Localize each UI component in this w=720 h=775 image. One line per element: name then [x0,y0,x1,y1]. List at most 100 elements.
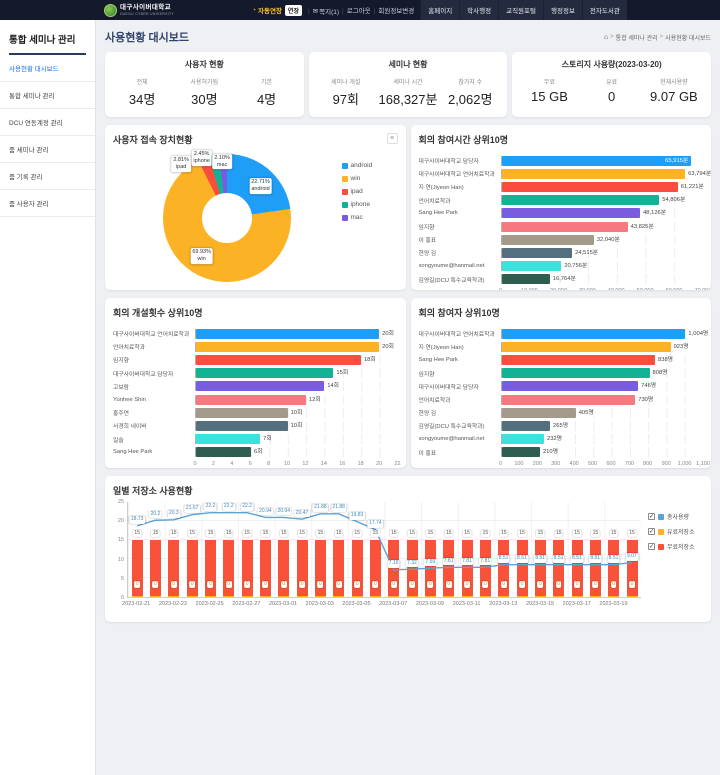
day-column: 15 0 [568,502,586,597]
university-logo[interactable]: 대구사이버대학교 DAEGU CYBER UNIVERSITY [104,0,174,20]
bar-category-label: 김영길(DCU 특수교육학과) [418,277,485,284]
topbar-tab[interactable]: 홈페이지 [420,0,460,20]
stat-value: 4명 [256,92,277,107]
day-column: 15 0 [513,502,531,597]
home-icon[interactable]: ⌂ [603,33,609,41]
bar-row: Sang Hee Park 48,126분 [419,207,703,220]
paid-value-chip: 0 [262,580,269,589]
bar-value-label: 63,794분 [688,170,711,177]
topbar-tab[interactable]: 전자도서관 [581,0,627,20]
legend-checkbox[interactable]: ✓ [648,528,655,535]
legend-item[interactable]: win [341,175,398,182]
x-axis-tick-label: 2023-03-05 [342,601,371,607]
bar [501,181,678,192]
sidebar-item[interactable]: 줌 세미나 관리 [0,136,95,163]
topbar-tab[interactable]: 학사행정 [459,0,499,20]
paid-storage-bar [553,595,565,597]
sidebar-item[interactable]: DCU 연동계정 관리 [0,109,95,136]
line-value-chip: 22.2 [240,503,254,511]
topbar-tab[interactable]: 교직원포털 [498,0,543,20]
stat-column: 무료 15 GB [518,77,580,104]
topbar-link[interactable]: 회원정보변경 [378,5,414,15]
legend-checkbox[interactable]: ✓ [648,513,655,520]
paid-value-chip: 0 [280,580,287,589]
x-axis-tick-label: 2023-03-19 [599,601,628,607]
paid-value-chip: 0 [519,580,525,589]
donut-slice-label: 22.71% android [249,178,272,194]
sidebar-item[interactable]: 통합 세미나 관리 [0,82,95,109]
slice-name: win [197,256,206,263]
sidebar-item[interactable]: 줌 기록 관리 [0,163,95,190]
day-column: 15 0 [311,502,329,597]
x-axis-tick-label: 2023-02-21 [122,601,151,607]
bar-row: 김영길(DCU 특수교육학과) 16,764분 [418,273,703,286]
legend-item[interactable]: ✓ 총사용량 [648,512,703,521]
sidebar-item[interactable]: 사용현황 대시보드 [0,55,95,82]
bar-category-label: 일솔 [113,437,124,444]
paid-storage-bar [626,595,638,597]
paid-value-chip: 0 [317,580,324,589]
bar-track: 16,764분 [500,274,703,285]
bar-category-label: 임지향 [113,358,129,365]
bar [501,354,655,365]
day-column: 15 0 [531,502,549,597]
x-axis: 0 100 200 300 400 500 600 700 800 900 1,000 1,100 [499,459,710,468]
bar [196,407,288,418]
bar [196,354,361,365]
day-column: 15 0 [275,502,293,597]
breadcrumb-item[interactable]: 통합 세미나 관리 [615,35,658,42]
bar-row: Sang Hee Park 6회 [113,446,398,459]
axis-tick-label: 70,000 [695,288,711,290]
x-axis: 0 10,000 20,000 30,000 40,000 50,000 60,000 70,… [499,286,711,290]
bar-value-chip: 15 [151,529,160,538]
legend-item[interactable]: ✓ 무료저장소 [648,542,703,551]
line-value-chip: 20.47 [294,509,310,518]
free-storage-bar [131,540,143,597]
bar-row: 임지향 808명 [419,367,703,380]
legend-checkbox[interactable]: ✓ [648,543,655,550]
line-value-chip: 8.51 [570,555,584,563]
bar-value-chip: 15 [627,529,637,538]
stat-label: 사용허가됨 [190,80,219,86]
auto-extend-status[interactable]: ◔ 자동연장 [252,5,282,16]
bar [501,274,550,285]
legend-label: iphone [350,201,371,208]
legend-item[interactable]: android [341,162,398,169]
paid-storage-bar [608,595,620,597]
donut-slice-label: 69.93% win [190,248,213,265]
bar-track: 12회 [195,394,398,405]
legend-item[interactable]: ✓ 유료저장소 [648,527,703,536]
sidebar-item[interactable]: 줌 사용자 관리 [0,190,95,217]
paid-storage-bar [589,595,601,597]
legend-swatch [658,513,664,520]
free-storage-bar [204,540,216,597]
day-column: 15 0 [238,502,256,597]
bar-category-label: Yunhee Shin [113,396,146,403]
bar-row: 대구사이버대학교 담당자 65,915분 [419,154,703,167]
bar-value-chip: 15 [572,529,582,538]
extend-button[interactable]: 연장 [284,4,302,16]
paid-value-chip: 0 [427,580,434,589]
free-storage-bar [443,540,455,597]
day-column: 15 0 [165,502,183,597]
topbar-tab[interactable]: 행정정보 [543,0,582,20]
bar-value-chip: 15 [462,529,472,538]
chart-menu-icon[interactable]: ≡ [386,133,398,144]
paid-value-chip: 0 [134,580,141,589]
bar-value-label: 923명 [673,343,689,350]
bar-category-label: 지 연(Jiyeon Han) [418,185,464,192]
bar-track: 730명 [500,394,703,405]
topbar-link[interactable]: ✉ 쪽지(1) [313,6,339,16]
legend-item[interactable]: iphone [341,201,398,208]
bar-row: 이 홍표 210명 [419,446,703,459]
legend-item[interactable]: mac [341,214,398,221]
topbar-link[interactable]: 로그아웃 [347,5,371,15]
topbar-link-label: 회원정보변경 [378,7,415,15]
day-column: 15 0 [146,502,164,597]
legend-item[interactable]: ipad [341,188,398,195]
bar-row: 서경희 네이버 10회 [113,419,398,432]
breadcrumb-item[interactable]: 사용현황 대시보드 [665,35,711,42]
gridline [128,520,641,521]
bar [501,247,573,258]
bar-value-label: 32,040분 [596,236,620,243]
